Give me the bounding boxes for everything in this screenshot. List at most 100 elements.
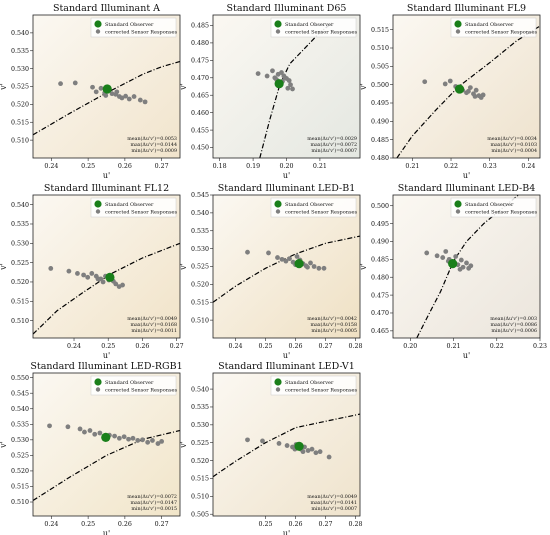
y-axis-label: v' — [359, 83, 368, 91]
legend-sensor-label: corrected Sensor Responses — [465, 209, 538, 215]
stats-line: min(Δu'v')=0.0006 — [491, 327, 537, 334]
y-tick-label: 0.505 — [191, 511, 209, 518]
y-tick-label: 0.525 — [11, 260, 29, 267]
locus-line — [213, 413, 360, 478]
x-tick-label: 0.25 — [81, 163, 95, 170]
stats-line: max(Δu'v')=0.0168 — [130, 321, 177, 328]
y-tick-label: 0.490 — [371, 239, 389, 246]
x-tick-label: 0.24 — [44, 163, 58, 170]
sensor-point — [466, 88, 471, 94]
x-tick-label: 0.24 — [228, 343, 242, 350]
sensor-point — [286, 78, 292, 83]
plot-frame — [32, 194, 181, 339]
sensor-point — [97, 430, 103, 436]
y-tick-label: 0.470 — [371, 310, 389, 317]
x-tick-label: 0.25 — [101, 343, 115, 350]
sensor-point — [48, 266, 54, 271]
y-tick-label: 0.540 — [191, 210, 209, 217]
sensor-point — [245, 437, 250, 443]
y-axis-label: v' — [0, 83, 8, 91]
sensor-point — [77, 426, 83, 432]
x-tick-label: 0.28 — [348, 343, 362, 350]
sensor-point — [137, 97, 143, 103]
sensor-point — [85, 274, 91, 280]
sensor-point — [468, 263, 474, 269]
observer-point — [294, 441, 304, 451]
x-tick-label: 0.26 — [118, 521, 132, 528]
plot-background — [393, 15, 540, 158]
x-tick-label: 0.26 — [118, 163, 132, 170]
y-axis-label: v' — [179, 263, 188, 271]
legend-sensor-marker — [275, 387, 281, 392]
legend-observer-marker — [454, 20, 462, 28]
legend-box — [270, 17, 357, 38]
chart-title: Standard Illuminant A — [53, 3, 160, 14]
sensor-point — [467, 85, 473, 90]
legend-observer-label: Standard Observer — [105, 202, 154, 208]
y-tick-label: 0.525 — [11, 84, 29, 91]
stats-line: max(Δu'v')=0.0103 — [490, 141, 537, 148]
x-tick-label: 0.24 — [521, 163, 535, 170]
y-tick-label: 0.515 — [191, 476, 209, 483]
stats-line: max(Δu'v')=0.0147 — [130, 499, 177, 506]
sensor-point — [109, 91, 115, 97]
sensor-point — [276, 441, 282, 446]
chart-panel-3: Standard Illuminant FL9 0.21 0.22 0.23 0.24 0… — [359, 3, 541, 180]
legend-observer-label: Standard Observer — [285, 202, 334, 208]
sensor-point — [440, 255, 446, 260]
sensor-point — [282, 75, 288, 81]
observer-point — [448, 259, 458, 269]
y-tick-label: 0.530 — [11, 437, 29, 444]
sensor-point — [116, 435, 122, 441]
legend-observer-marker — [94, 20, 102, 28]
y-tick-label: 0.520 — [191, 458, 209, 465]
y-tick-label: 0.520 — [11, 468, 29, 475]
sensor-point — [66, 268, 72, 274]
sensor-point — [121, 434, 127, 440]
y-tick-label: 0.480 — [371, 155, 389, 162]
sensor-point — [284, 443, 290, 448]
y-tick-label: 0.480 — [371, 274, 389, 281]
y-tick-label: 0.550 — [11, 375, 29, 382]
x-tick-label: 0.27 — [170, 343, 184, 350]
sensor-point — [422, 79, 428, 85]
legend-sensor-marker — [95, 387, 101, 392]
y-tick-label: 0.460 — [191, 110, 209, 117]
y-tick-label: 0.515 — [371, 27, 389, 34]
legend-sensor-marker — [455, 209, 461, 214]
x-tick-label: 0.27 — [318, 343, 332, 350]
sensor-point — [266, 250, 271, 256]
x-axis-label: u' — [283, 529, 290, 535]
observer-point — [454, 84, 465, 94]
y-tick-label: 0.510 — [11, 137, 29, 144]
chart-panel-8: Standard Illuminant LED-V1 0.25 0.26 0.27 0.… — [179, 361, 363, 535]
sensor-point — [305, 264, 310, 270]
y-tick-label: 0.475 — [191, 58, 209, 65]
sensor-point — [142, 99, 148, 105]
chart-panel-5: Standard Illuminant LED-B1 0.24 0.25 0.26 0.… — [179, 183, 363, 360]
chart-title: Standard Illuminant LED-V1 — [218, 361, 355, 372]
stats-line: min(Δu'v')=0.0007 — [311, 505, 357, 512]
plot-background — [393, 195, 540, 338]
y-tick-label: 0.485 — [371, 137, 389, 144]
legend-observer-label: Standard Observer — [285, 22, 334, 28]
plot-data-layer — [33, 60, 180, 136]
sensor-point — [447, 78, 453, 84]
y-tick-label: 0.530 — [191, 422, 209, 429]
stats-line: min(Δu'v')=0.0015 — [131, 505, 177, 512]
observer-point — [102, 84, 112, 94]
y-axis-label: v' — [359, 263, 368, 271]
sensor-point — [255, 71, 261, 76]
plot-background — [33, 373, 180, 516]
sensor-point — [275, 255, 280, 260]
y-tick-label: 0.490 — [371, 119, 389, 126]
x-axis-label: u' — [463, 171, 470, 180]
sensor-point — [82, 429, 87, 435]
y-tick-label: 0.530 — [11, 241, 29, 248]
y-tick-label: 0.540 — [191, 386, 209, 393]
sensor-point — [114, 89, 120, 95]
sensor-point — [245, 249, 250, 255]
stats-line: min(Δu'v')=0.0009 — [131, 147, 177, 154]
sensor-point — [424, 250, 430, 256]
sensor-point — [65, 424, 71, 430]
